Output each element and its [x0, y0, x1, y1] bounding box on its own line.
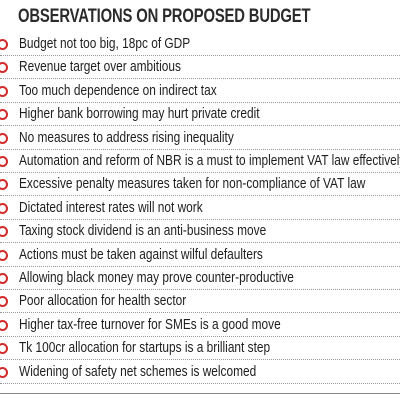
- observation-text: Too much dependence on indirect tax: [19, 82, 217, 99]
- observation-text: Revenue target over ambitious: [19, 59, 181, 76]
- observation-row: No measures to address rising inequality: [0, 127, 400, 150]
- observation-row: Higher tax-free turnover for SMEs is a g…: [0, 314, 400, 337]
- observation-row: Taxing stock dividend is an anti-busines…: [0, 220, 400, 244]
- bullet: [0, 132, 8, 144]
- bullet: [0, 249, 8, 261]
- observation-row: Dictated interest rates will not work: [0, 197, 400, 220]
- bottom-rule: [0, 393, 400, 394]
- bullet: [0, 62, 8, 74]
- observation-text: Excessive penalty measures taken for non…: [19, 176, 366, 193]
- observation-text: Poor allocation for health sector: [19, 293, 187, 310]
- observation-text: Tk 100cr allocation for startups is a br…: [19, 340, 271, 357]
- bullet: [0, 109, 8, 121]
- bullet: [0, 85, 8, 97]
- title: OBSERVATIONS ON PROPOSED BUDGET: [18, 6, 311, 27]
- observation-row: Allowing black money may prove counter-p…: [0, 267, 400, 290]
- observation-row: Revenue target over ambitious: [0, 56, 400, 80]
- bullet: [0, 202, 8, 214]
- observation-row: Tk 100cr allocation for startups is a br…: [0, 337, 400, 361]
- observation-row: Widening of safety net schemes is welcom…: [0, 361, 400, 384]
- observation-row: Automation and reform of NBR is a must t…: [0, 150, 400, 173]
- bullet: [0, 366, 8, 378]
- bullet: [0, 39, 8, 50]
- observation-row: Actions must be taken against wilful def…: [0, 244, 400, 267]
- observation-text: Budget not too big, 18pc of GDP: [19, 36, 191, 52]
- bullet: [0, 343, 8, 355]
- observation-row: Higher bank borrowing may hurt private c…: [0, 103, 400, 127]
- bullet: [0, 319, 8, 331]
- observation-text: Higher bank borrowing may hurt private c…: [19, 106, 260, 123]
- observation-text: Higher tax-free turnover for SMEs is a g…: [19, 316, 281, 333]
- bullet: [0, 296, 8, 308]
- observation-text: Automation and reform of NBR is a must t…: [19, 153, 400, 169]
- observation-text: Dictated interest rates will not work: [19, 199, 203, 216]
- bullet: [0, 273, 8, 284]
- observation-row: Poor allocation for health sector: [0, 290, 400, 314]
- observation-row: Too much dependence on indirect tax: [0, 80, 400, 103]
- observation-text: Taxing stock dividend is an anti-busines…: [19, 223, 267, 240]
- bullet: [0, 226, 8, 238]
- observation-row: Budget not too big, 18pc of GDP: [0, 33, 400, 56]
- bullet: [0, 179, 8, 191]
- observation-text: No measures to address rising inequality: [19, 129, 234, 146]
- observation-text: Actions must be taken against wilful def…: [19, 246, 263, 263]
- bullet: [0, 156, 8, 167]
- observation-row: Excessive penalty measures taken for non…: [0, 173, 400, 197]
- observation-text: Widening of safety net schemes is welcom…: [19, 363, 257, 380]
- observation-text: Allowing black money may prove counter-p…: [19, 270, 294, 286]
